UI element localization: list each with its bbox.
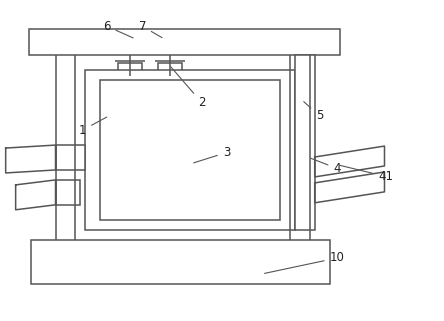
Text: 3: 3 xyxy=(194,146,230,163)
Bar xyxy=(158,64,182,76)
Text: 7: 7 xyxy=(139,20,162,38)
Text: 5: 5 xyxy=(304,102,323,122)
Bar xyxy=(295,56,315,230)
Bar xyxy=(28,29,340,56)
Text: 6: 6 xyxy=(103,20,133,38)
Text: 1: 1 xyxy=(79,117,107,137)
Bar xyxy=(56,180,80,205)
Bar xyxy=(85,70,295,230)
Text: 10: 10 xyxy=(265,251,345,273)
Bar xyxy=(31,240,329,284)
Bar xyxy=(56,145,85,170)
Text: 41: 41 xyxy=(340,165,393,183)
Text: 4: 4 xyxy=(311,158,341,175)
Bar xyxy=(100,80,280,220)
Text: 2: 2 xyxy=(170,67,206,109)
Bar xyxy=(118,64,142,76)
